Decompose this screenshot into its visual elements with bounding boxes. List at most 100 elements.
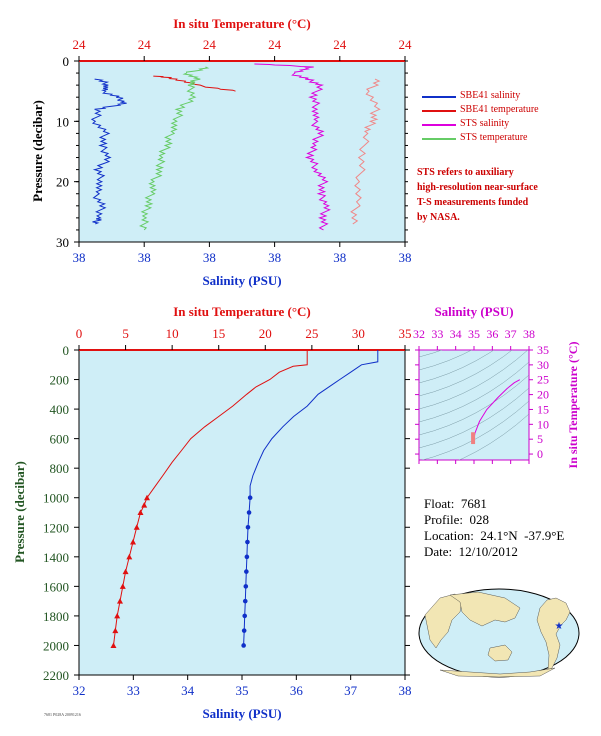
ts-right-tick-label: 0 xyxy=(537,447,543,461)
ts-right-tick-label: 15 xyxy=(537,402,549,416)
legend-label: STS salinity xyxy=(460,118,510,129)
ts-top-tick-label: 37 xyxy=(505,327,517,341)
top-plot-bottom-axis-title: Salinity (PSU) xyxy=(202,273,281,288)
legend-swatch xyxy=(422,110,456,112)
main-series-line xyxy=(113,350,308,646)
top-chart: 24 24 24 24 24 24 38 38 38 38 38 38 0 10 20 30 In situ … xyxy=(30,16,412,288)
main-y-tick-label: 1800 xyxy=(43,609,69,624)
main-top-tick-label: 0 xyxy=(76,326,83,341)
legend-label: SBE41 temperature xyxy=(460,104,539,115)
ts-series-group xyxy=(471,379,521,445)
top-series-line xyxy=(254,63,331,231)
y-axis-tick-label: 0 xyxy=(63,54,70,69)
main-y-tick-label: 2200 xyxy=(43,668,69,683)
main-bottom-tick-label: 36 xyxy=(290,683,304,698)
top-axis-tick-label: 24 xyxy=(399,37,413,52)
top-series-line xyxy=(350,78,381,225)
ts-deep-cluster xyxy=(471,432,476,445)
main-y-tick-label: 800 xyxy=(50,461,70,476)
main-plot-top-axis-title: In situ Temperature (°C) xyxy=(173,304,311,319)
bottom-axis-tick-label: 38 xyxy=(333,250,346,265)
top-axis-tick-label: 24 xyxy=(333,37,347,52)
main-y-tick-label: 2000 xyxy=(43,638,69,653)
main-plot-bottom-axis-title: Salinity (PSU) xyxy=(202,706,281,721)
temperature-marker xyxy=(130,539,137,545)
density-contour xyxy=(419,350,529,410)
legend-label: STS temperature xyxy=(460,132,528,143)
density-contour xyxy=(421,400,529,460)
density-contour xyxy=(419,350,513,397)
salinity-marker xyxy=(244,569,249,574)
ts-plot-top-axis-title: Salinity (PSU) xyxy=(434,304,513,319)
main-top-tick-label: 25 xyxy=(305,326,318,341)
main-y-tick-label: 0 xyxy=(63,343,70,358)
ts-top-tick-label: 32 xyxy=(413,327,425,341)
y-axis-tick-label: 30 xyxy=(56,235,69,250)
main-ticks-group: 0 5 10 15 20 25 30 35 32 33 34 35 36 37 38 0 200 400 600 80… xyxy=(43,326,412,698)
main-y-tick-label: 1000 xyxy=(43,491,69,506)
salinity-marker xyxy=(242,613,248,619)
profile-number: Profile: 028 xyxy=(424,512,489,527)
bottom-axis-tick-label: 38 xyxy=(138,250,151,265)
map-land-asia xyxy=(449,591,521,627)
ts-right-tick-label: 35 xyxy=(537,343,549,357)
temperature-marker xyxy=(137,509,144,515)
density-contour xyxy=(419,350,443,358)
bottom-axis-tick-label: 38 xyxy=(203,250,216,265)
world-map: ★ xyxy=(418,588,580,678)
ts-right-tick-label: 25 xyxy=(537,373,549,387)
main-bottom-tick-label: 33 xyxy=(127,683,140,698)
salinity-marker xyxy=(247,495,253,501)
ts-top-tick-label: 34 xyxy=(450,327,462,341)
main-y-tick-label: 1400 xyxy=(43,550,69,565)
ts-top-tick-label: 38 xyxy=(523,327,535,341)
top-plot-y-axis-title: Pressure (decibar) xyxy=(30,100,45,202)
top-series-group xyxy=(90,63,381,231)
density-contour xyxy=(419,271,529,331)
temperature-marker xyxy=(119,583,126,589)
bottom-axis-tick-label: 38 xyxy=(399,250,412,265)
ts-right-tick-label: 5 xyxy=(537,432,543,446)
legend-swatch xyxy=(422,124,456,126)
location: Location: 24.1°N -37.9°E xyxy=(424,528,565,543)
density-contour xyxy=(458,413,529,460)
date: Date: 12/10/2012 xyxy=(424,544,518,559)
main-bottom-tick-label: 32 xyxy=(73,683,86,698)
map-land-antarctica xyxy=(439,667,556,678)
float-location-star-icon: ★ xyxy=(555,621,564,632)
ts-right-tick-label: 20 xyxy=(537,388,549,402)
footer-code: 7681 P028A 20091216 xyxy=(44,712,81,717)
note-line: high-resolution near-surface xyxy=(417,182,538,193)
ts-density-contours xyxy=(419,271,529,460)
ts-plot-right-axis-title: In situ Temperature (°C) xyxy=(566,342,580,469)
note-line: STS refers to auxiliary xyxy=(417,167,514,178)
bottom-axis-tick-label: 38 xyxy=(73,250,86,265)
main-plot-y-axis-title: Pressure (decibar) xyxy=(12,461,27,563)
bottom-axis-tick-label: 38 xyxy=(268,250,281,265)
main-series-group xyxy=(110,350,379,648)
top-axis-tick-label: 24 xyxy=(73,37,87,52)
sts-note: STS refers to auxiliary high-resolution … xyxy=(417,165,587,225)
temperature-marker xyxy=(112,627,119,634)
temperature-marker xyxy=(141,502,148,508)
salinity-marker xyxy=(245,539,250,545)
temperature-marker xyxy=(116,598,123,604)
float-number: Float: 7681 xyxy=(424,496,487,511)
ts-top-tick-label: 36 xyxy=(486,327,498,341)
salinity-marker xyxy=(245,524,251,530)
density-contour xyxy=(419,387,529,449)
legend-label: SBE41 salinity xyxy=(460,90,521,101)
main-plot-area xyxy=(78,349,406,676)
main-top-tick-label: 35 xyxy=(399,326,412,341)
main-y-tick-label: 1200 xyxy=(43,520,69,535)
density-contour xyxy=(419,374,529,436)
map-land-americas xyxy=(536,597,571,671)
main-top-tick-label: 30 xyxy=(352,326,365,341)
float-info: Float: 7681 Profile: 028 Location: 24.1°… xyxy=(424,496,564,560)
ts-right-tick-label: 10 xyxy=(537,417,549,431)
note-line: by NASA. xyxy=(417,212,460,223)
top-axis-tick-label: 24 xyxy=(203,37,217,52)
main-bottom-tick-label: 38 xyxy=(399,683,412,698)
y-axis-tick-label: 10 xyxy=(56,114,69,129)
